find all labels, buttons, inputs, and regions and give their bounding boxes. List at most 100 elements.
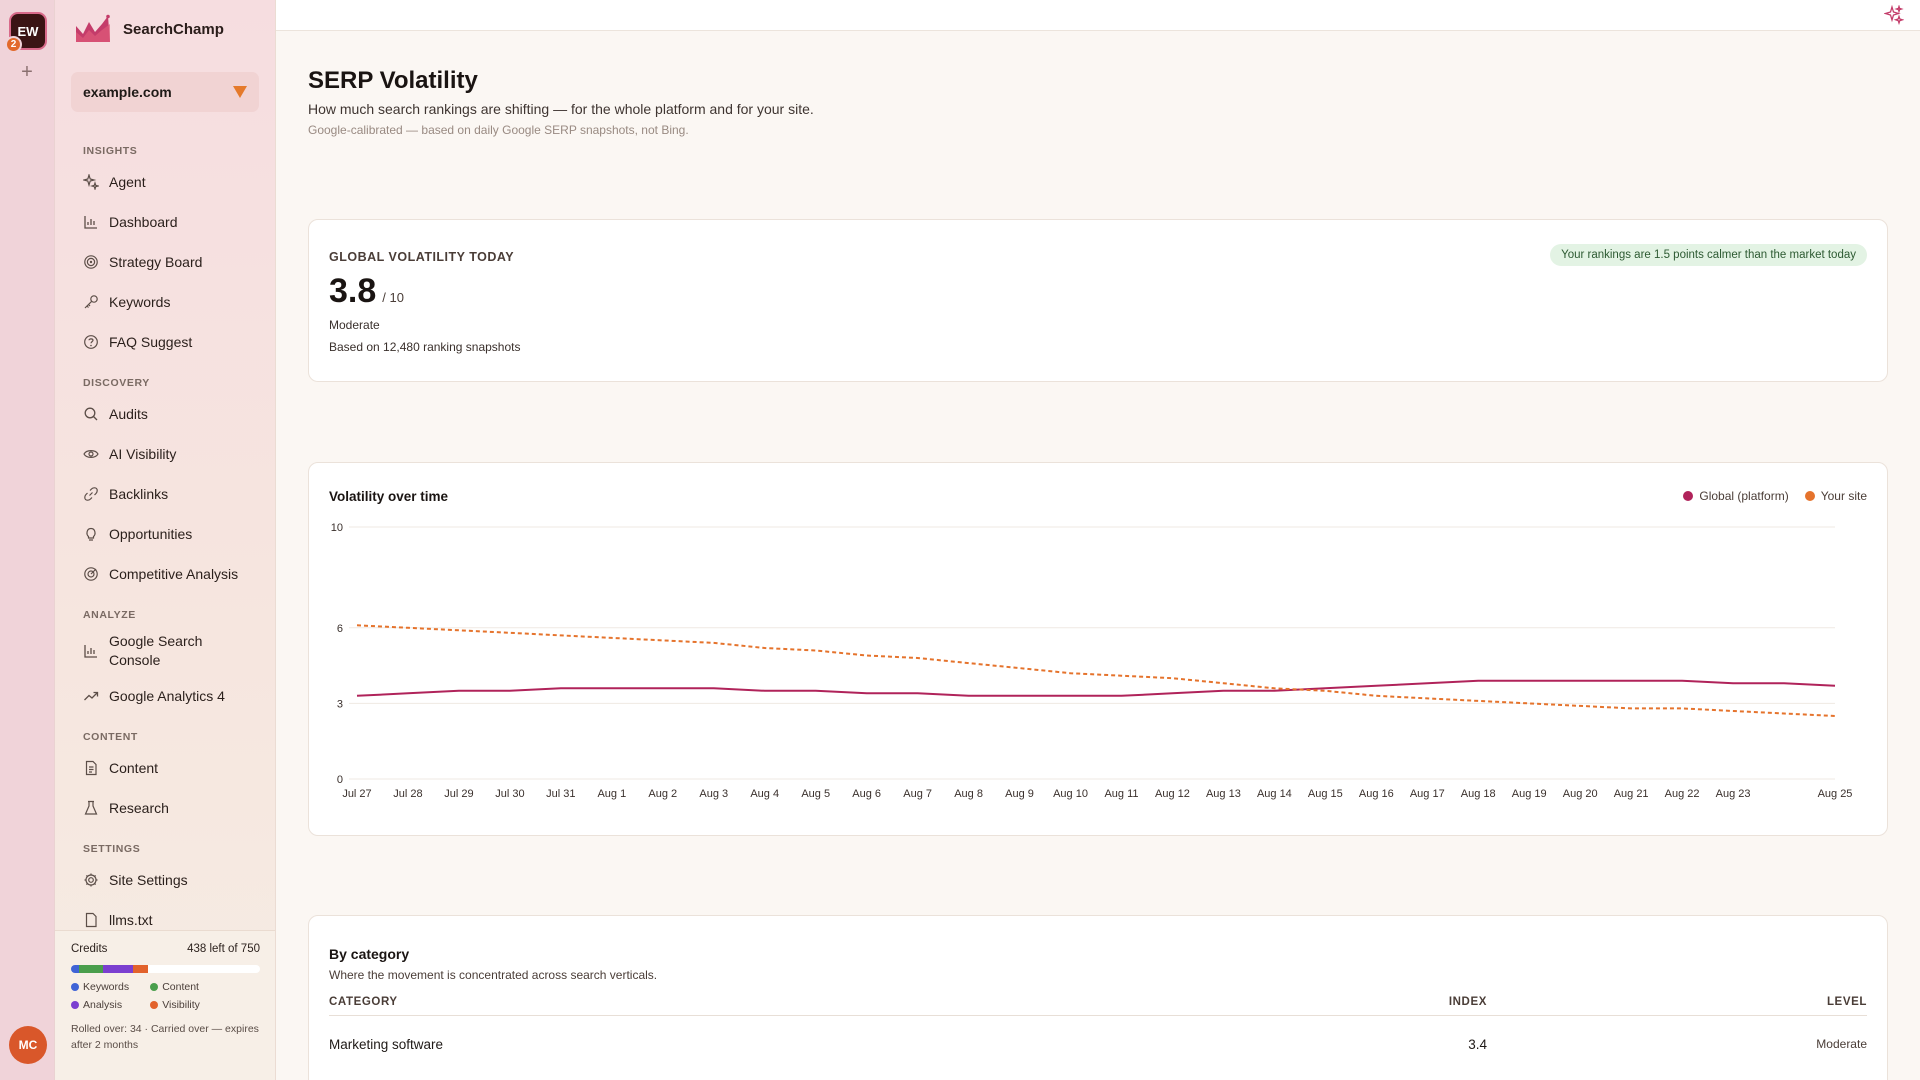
brand[interactable]: SearchChamp bbox=[75, 14, 224, 44]
sidebar-item-site-settings[interactable]: Site Settings bbox=[55, 860, 275, 900]
bar-chart-icon bbox=[84, 216, 97, 229]
sidebar-item-label: Google Analytics 4 bbox=[109, 687, 225, 704]
table-row[interactable]: Marketing software 3.4 Moderate bbox=[329, 1024, 1867, 1064]
x-tick-label: Aug 21 bbox=[1614, 788, 1649, 800]
sidebar-item-audits[interactable]: Audits bbox=[55, 394, 275, 434]
gear-icon bbox=[84, 873, 98, 887]
credits-segment-keywords bbox=[71, 965, 79, 973]
x-tick-label: Jul 28 bbox=[393, 788, 422, 800]
x-tick-label: Aug 11 bbox=[1104, 788, 1138, 800]
category-card: By category Where the movement is concen… bbox=[308, 915, 1888, 1080]
x-tick-label: Aug 1 bbox=[597, 788, 626, 800]
user-avatar[interactable]: MC bbox=[9, 1026, 47, 1064]
category-title: By category bbox=[329, 946, 410, 962]
x-tick-label: Aug 14 bbox=[1257, 788, 1292, 800]
comparison-badge: Your rankings are 1.5 points calmer than… bbox=[1550, 244, 1867, 266]
x-tick-label: Aug 20 bbox=[1563, 788, 1598, 800]
sidebar-item-google-search-console[interactable]: Google Search Console bbox=[55, 626, 275, 676]
chevron-down-icon bbox=[233, 86, 247, 98]
flask-icon bbox=[84, 800, 98, 815]
sidebar-item-keywords[interactable]: Keywords bbox=[55, 282, 275, 322]
sidebar-item-agent[interactable]: Agent bbox=[55, 162, 275, 202]
credits-summary: 438 left of 750 bbox=[187, 943, 260, 955]
x-tick-label: Aug 15 bbox=[1308, 788, 1343, 800]
legend-item-content: Content bbox=[150, 981, 211, 993]
sidebar-item-research[interactable]: Research bbox=[55, 788, 275, 828]
sidebar-item-strategy-board[interactable]: Strategy Board bbox=[55, 242, 275, 282]
x-tick-label: Aug 23 bbox=[1716, 788, 1751, 800]
main-content: SERP Volatility How much search rankings… bbox=[276, 31, 1920, 1080]
sparkle-icon[interactable] bbox=[1884, 5, 1904, 25]
score-value: 3.8 bbox=[329, 272, 377, 310]
sidebar-item-label: Research bbox=[109, 799, 169, 816]
sidebar-item-label: Content bbox=[109, 759, 159, 776]
sidebar-item-content[interactable]: Content bbox=[55, 748, 275, 788]
x-tick-label: Aug 22 bbox=[1665, 788, 1700, 800]
sidebar-item-competitive-analysis[interactable]: Competitive Analysis bbox=[55, 554, 275, 594]
volatility-level: Moderate bbox=[329, 318, 380, 332]
legend-item-your-site[interactable]: Your site bbox=[1804, 489, 1867, 503]
sidebar-item-opportunities[interactable]: Opportunities bbox=[55, 514, 275, 554]
x-tick-label: Jul 29 bbox=[444, 788, 473, 800]
legend-item-global[interactable]: Global (platform) bbox=[1683, 489, 1789, 503]
volatility-score: 3.8 / 10 bbox=[329, 272, 404, 311]
credits-segment-analysis bbox=[103, 965, 134, 973]
x-tick-label: Aug 18 bbox=[1461, 788, 1496, 800]
legend-item-analysis: Analysis bbox=[71, 999, 140, 1011]
brand-name: SearchChamp bbox=[123, 20, 224, 38]
site-selector[interactable]: example.com bbox=[71, 72, 259, 112]
workspace-rail: EW 2 + MC bbox=[0, 0, 55, 1080]
sidebar-item-label: Competitive Analysis bbox=[109, 565, 239, 582]
page-subtitle: How much search rankings are shifting — … bbox=[308, 101, 814, 117]
credits-bar bbox=[71, 965, 260, 973]
sparkle-icon bbox=[83, 174, 99, 190]
y-tick-label: 6 bbox=[337, 623, 343, 635]
volatility-line-chart: 0 3 6 10 Jul 27 Jul 28 Jul 29 Jul 30 Jul 31 Aug 1… bbox=[331, 522, 1853, 800]
eye-icon bbox=[83, 450, 99, 458]
sidebar-item-label: FAQ Suggest bbox=[109, 333, 193, 350]
sidebar-item-label: Audits bbox=[109, 405, 148, 422]
row-index: 3.4 bbox=[1468, 1036, 1487, 1052]
credits-panel: Credits 438 left of 750 Keywords Content… bbox=[55, 930, 275, 1080]
sidebar: SearchChamp example.com INSIGHTS Agent D… bbox=[55, 0, 276, 1080]
sidebar-nav: INSIGHTS Agent Dashboard Strategy Board … bbox=[55, 140, 275, 940]
x-tick-label: Aug 3 bbox=[699, 788, 728, 800]
x-tick-label: Aug 8 bbox=[954, 788, 983, 800]
sidebar-item-google-analytics-4[interactable]: Google Analytics 4 bbox=[55, 676, 275, 716]
legend-label: Content bbox=[162, 981, 199, 993]
category-subtitle: Where the movement is concentrated acros… bbox=[329, 968, 658, 982]
link-icon bbox=[84, 487, 98, 501]
y-tick-label: 0 bbox=[337, 774, 343, 786]
nav-section-title: DISCOVERY bbox=[83, 377, 150, 389]
score-denominator: / 10 bbox=[382, 290, 404, 305]
x-tick-label: Aug 5 bbox=[801, 788, 830, 800]
volatility-today-card: GLOBAL VOLATILITY TODAY 3.8 / 10 Moderat… bbox=[308, 219, 1888, 382]
sidebar-item-dashboard[interactable]: Dashboard bbox=[55, 202, 275, 242]
question-icon bbox=[84, 335, 98, 349]
key-icon bbox=[84, 295, 98, 309]
x-tick-label: Aug 4 bbox=[750, 788, 779, 800]
nav-section-title: INSIGHTS bbox=[83, 145, 138, 157]
document-icon bbox=[85, 760, 97, 776]
page-fineprint: Google-calibrated — based on daily Googl… bbox=[308, 123, 689, 137]
x-tick-label: Aug 7 bbox=[903, 788, 932, 800]
x-tick-label: Aug 10 bbox=[1053, 788, 1088, 800]
sidebar-item-faq-suggest[interactable]: FAQ Suggest bbox=[55, 322, 275, 362]
legend-label: Global (platform) bbox=[1699, 489, 1789, 503]
volatility-chart-card: Volatility over time Global (platform) Y… bbox=[308, 462, 1888, 836]
x-tick-label: Jul 27 bbox=[342, 788, 371, 800]
sidebar-item-label: AI Visibility bbox=[109, 445, 177, 462]
sidebar-item-label: Google Search Console bbox=[109, 633, 203, 668]
target-icon bbox=[84, 255, 98, 269]
legend-label: Analysis bbox=[83, 999, 123, 1011]
file-icon bbox=[85, 912, 97, 928]
sidebar-item-ai-visibility[interactable]: AI Visibility bbox=[55, 434, 275, 474]
sidebar-item-backlinks[interactable]: Backlinks bbox=[55, 474, 275, 514]
sidebar-item-label: Agent bbox=[109, 173, 146, 190]
series-line-global bbox=[356, 679, 1836, 697]
sidebar-item-label: Strategy Board bbox=[109, 253, 203, 270]
sidebar-item-llms-txt[interactable]: llms.txt bbox=[55, 900, 275, 940]
add-workspace-button[interactable]: + bbox=[21, 61, 33, 83]
nav-section-title: SETTINGS bbox=[83, 843, 141, 855]
legend-label: Visibility bbox=[162, 999, 200, 1011]
